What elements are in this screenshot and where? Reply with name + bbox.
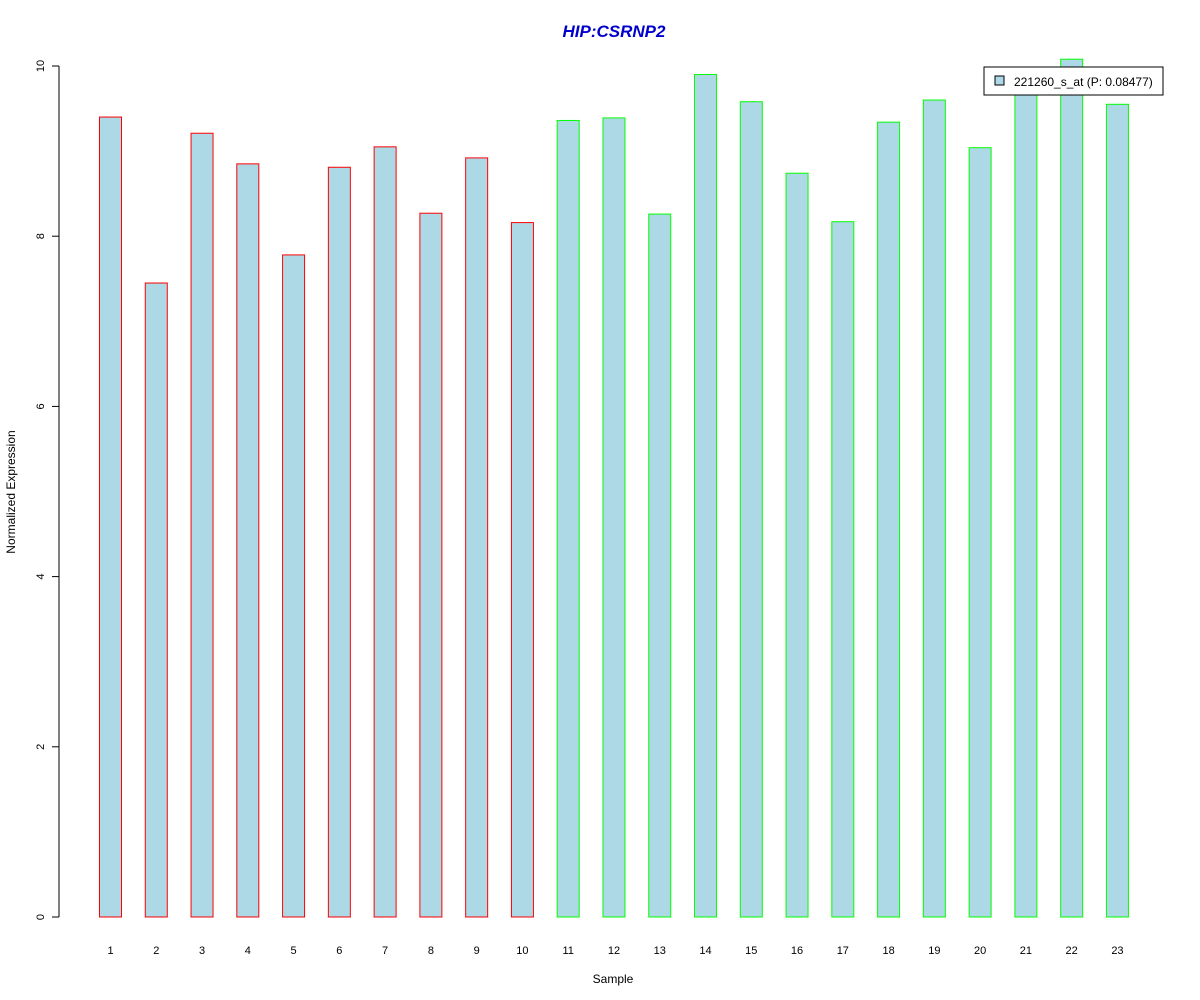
bar bbox=[1014, 89, 1038, 918]
legend: 221260_s_at (P: 0.08477) bbox=[983, 66, 1164, 96]
x-tick-label: 5 bbox=[291, 945, 297, 957]
bar bbox=[1060, 58, 1084, 918]
x-tick-label: 6 bbox=[336, 945, 342, 957]
bar bbox=[465, 157, 489, 918]
x-tick-label: 8 bbox=[428, 945, 434, 957]
x-tick-label: 15 bbox=[745, 945, 757, 957]
x-tick-label: 21 bbox=[1020, 945, 1032, 957]
bar bbox=[968, 147, 992, 918]
x-tick-label: 12 bbox=[608, 945, 620, 957]
y-tick-label: 8 bbox=[35, 233, 47, 239]
bar bbox=[236, 163, 260, 918]
y-axis: 0 2 4 6 8 10 bbox=[35, 60, 60, 920]
y-tick-label: 6 bbox=[35, 403, 47, 409]
y-tick-label: 2 bbox=[35, 744, 47, 750]
x-tick-label: 16 bbox=[791, 945, 803, 957]
x-tick-label: 19 bbox=[928, 945, 940, 957]
bar bbox=[373, 146, 397, 918]
bar bbox=[282, 254, 306, 918]
y-tick-label: 0 bbox=[35, 914, 47, 920]
x-tick-label: 10 bbox=[516, 945, 528, 957]
bar bbox=[556, 119, 580, 918]
x-tick-label: 14 bbox=[699, 945, 711, 957]
bars bbox=[99, 58, 1129, 918]
bar bbox=[510, 222, 534, 918]
x-tick-label: 23 bbox=[1111, 945, 1123, 957]
y-tick-label: 10 bbox=[35, 60, 47, 72]
x-tick-label: 7 bbox=[382, 945, 388, 957]
bar bbox=[831, 221, 855, 918]
x-tick-label: 9 bbox=[474, 945, 480, 957]
bar bbox=[419, 212, 443, 918]
y-tick-label: 4 bbox=[35, 574, 47, 580]
bar bbox=[785, 172, 809, 918]
bar bbox=[327, 166, 351, 918]
bar bbox=[99, 116, 122, 918]
legend-box bbox=[983, 66, 1164, 96]
bar bbox=[739, 101, 763, 918]
x-tick-labels: 1 2 3 4 5 6 7 8 9 10 11 12 13 14 15 16 17 18 19 20 21 22 23 bbox=[107, 945, 1123, 957]
bar bbox=[1105, 103, 1129, 918]
legend-swatch bbox=[994, 75, 1005, 86]
x-tick-label: 1 bbox=[107, 945, 113, 957]
x-tick-label: 18 bbox=[882, 945, 894, 957]
chart-title: HIP:CSRNP2 bbox=[563, 22, 667, 41]
y-axis-label: Normalized Expression bbox=[4, 430, 18, 553]
x-tick-label: 13 bbox=[654, 945, 666, 957]
x-tick-label: 17 bbox=[837, 945, 849, 957]
x-tick-label: 4 bbox=[245, 945, 251, 957]
x-tick-label: 3 bbox=[199, 945, 205, 957]
bar bbox=[602, 117, 626, 918]
bar bbox=[694, 74, 718, 918]
x-tick-label: 22 bbox=[1066, 945, 1078, 957]
x-tick-label: 2 bbox=[153, 945, 159, 957]
bar bbox=[648, 213, 672, 918]
bar bbox=[144, 282, 168, 918]
x-tick-label: 20 bbox=[974, 945, 986, 957]
bar bbox=[922, 99, 946, 918]
x-axis-label: Sample bbox=[593, 972, 634, 986]
legend-label: 221260_s_at (P: 0.08477) bbox=[1014, 75, 1153, 89]
bar bbox=[190, 132, 214, 918]
x-tick-label: 11 bbox=[562, 945, 573, 957]
bar bbox=[877, 121, 901, 918]
